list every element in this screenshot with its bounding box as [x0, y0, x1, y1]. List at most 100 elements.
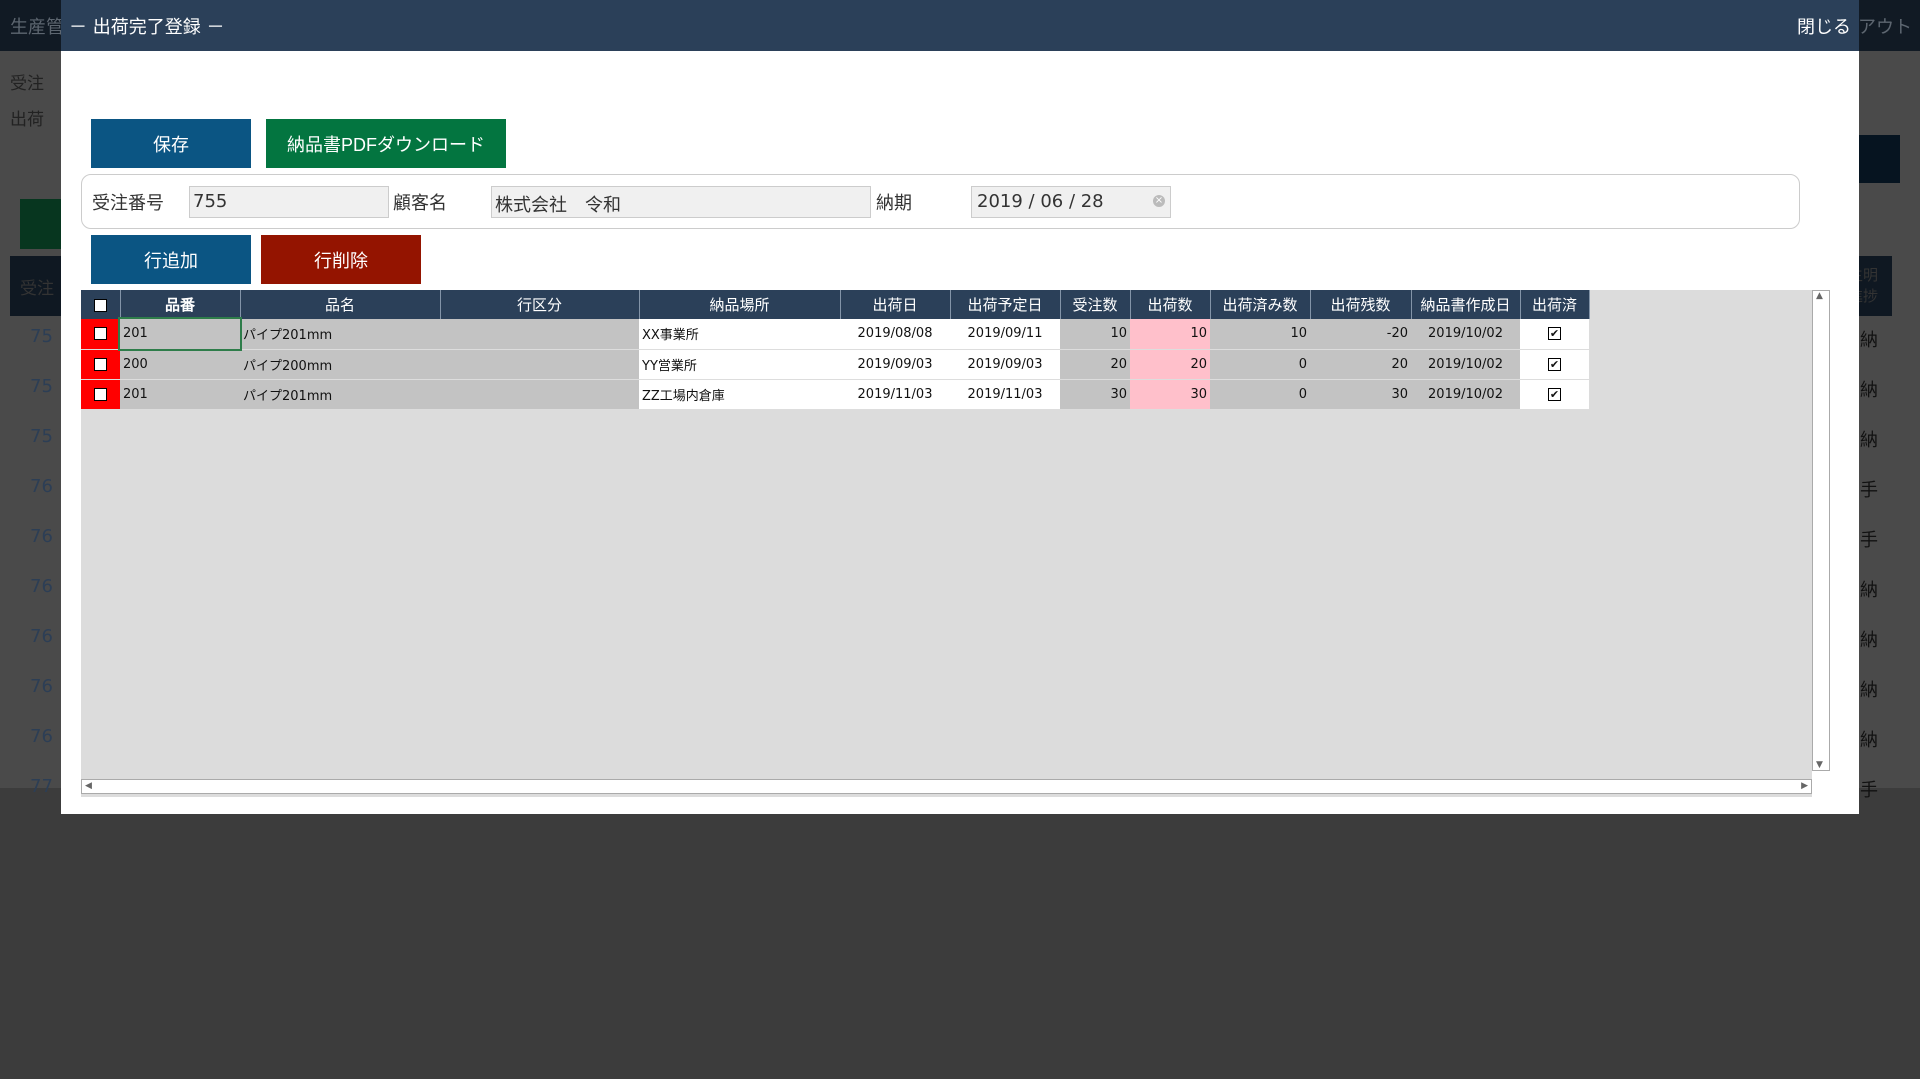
cell-ship-qty[interactable]: 30 — [1130, 379, 1210, 410]
modal-title-bar: － 出荷完了登録 － 閉じる — [61, 0, 1859, 51]
order-no-field[interactable]: 755 — [189, 186, 389, 218]
cell-order-qty[interactable]: 10 — [1060, 319, 1130, 350]
cell-shipped[interactable]: ✔ — [1520, 349, 1589, 380]
order-no-label: 受注番号 — [92, 193, 164, 214]
close-button[interactable]: 閉じる — [1797, 17, 1851, 38]
due-date-label: 納期 — [876, 193, 912, 214]
column-header: 納品場所 — [639, 290, 841, 319]
cell-shipped[interactable]: ✔ — [1520, 379, 1589, 410]
cell-plan-date[interactable]: 2019/09/03 — [950, 349, 1060, 380]
cell-shipped-qty[interactable]: 0 — [1210, 349, 1310, 380]
bg-row-number: 76 — [30, 526, 53, 547]
vertical-scrollbar[interactable]: ▲ ▼ — [1812, 290, 1830, 771]
cell-remain[interactable]: 20 — [1310, 349, 1411, 380]
cell-order-qty[interactable]: 30 — [1060, 379, 1130, 410]
cell-ship-date[interactable]: 2019/11/03 — [840, 379, 950, 410]
column-header: 出荷数 — [1130, 290, 1211, 319]
bg-row-number: 75 — [30, 326, 53, 347]
save-button[interactable]: 保存 — [91, 119, 251, 168]
row-select-cell[interactable] — [81, 319, 120, 350]
scroll-up-icon[interactable]: ▲ — [1816, 291, 1823, 301]
cell-part-no[interactable]: 200 — [120, 349, 240, 380]
cell-place[interactable]: XX事業所 — [639, 319, 840, 350]
cell-ship-qty[interactable]: 20 — [1130, 349, 1210, 380]
cell-name[interactable]: パイプ201mm — [240, 379, 440, 410]
column-header: 品番 — [120, 290, 241, 319]
cell-shipped-qty[interactable]: 0 — [1210, 379, 1310, 410]
cell-remain[interactable]: -20 — [1310, 319, 1411, 350]
select-all-header[interactable] — [81, 290, 121, 319]
add-row-button[interactable]: 行追加 — [91, 235, 251, 284]
due-date-value: 2019 / 06 / 28 — [977, 191, 1104, 212]
logout-link: アウト — [1858, 17, 1912, 38]
scroll-right-icon[interactable]: ▶ — [1801, 781, 1808, 791]
cell-plan-date[interactable]: 2019/09/11 — [950, 319, 1060, 350]
column-header: 出荷日 — [840, 290, 951, 319]
cell-place[interactable]: YY営業所 — [639, 349, 840, 380]
bg-table-header: 受注 — [10, 256, 70, 316]
bg-row-number: 76 — [30, 676, 53, 697]
bg-row-number: 76 — [30, 726, 53, 747]
column-header: 出荷残数 — [1310, 290, 1412, 319]
scroll-down-icon[interactable]: ▼ — [1816, 760, 1823, 770]
modal-title: － 出荷完了登録 － — [69, 17, 225, 38]
cell-kubun[interactable] — [440, 349, 639, 380]
column-header: 品名 — [240, 290, 441, 319]
row-select-cell[interactable] — [81, 379, 120, 410]
cell-kubun[interactable] — [440, 319, 639, 350]
table-row[interactable]: 201 パイプ201mm ZZ工場内倉庫 2019/11/03 2019/11/03 30… — [81, 379, 1589, 410]
delete-row-button[interactable]: 行削除 — [261, 235, 421, 284]
bg-label: 出荷 — [10, 110, 44, 130]
row-select-checkbox[interactable] — [94, 387, 107, 401]
cell-part-no[interactable]: 201 — [118, 317, 242, 351]
customer-label: 顧客名 — [393, 193, 447, 214]
cell-order-qty[interactable]: 20 — [1060, 349, 1130, 380]
cell-place[interactable]: ZZ工場内倉庫 — [639, 379, 840, 410]
shipped-checkbox[interactable]: ✔ — [1548, 387, 1561, 401]
shipped-checkbox[interactable]: ✔ — [1548, 357, 1561, 371]
cell-invoice-date[interactable]: 2019/10/02 — [1411, 319, 1520, 350]
app-title: 生産管 — [10, 17, 64, 38]
cell-invoice-date[interactable]: 2019/10/02 — [1411, 349, 1520, 380]
cell-shipped-qty[interactable]: 10 — [1210, 319, 1310, 350]
order-info-panel: 受注番号 755 顧客名 株式会社 令和 納期 2019 / 06 / 28 × — [81, 174, 1800, 229]
cell-remain[interactable]: 30 — [1310, 379, 1411, 410]
cell-ship-date[interactable]: 2019/09/03 — [840, 349, 950, 380]
row-select-checkbox[interactable] — [94, 357, 107, 371]
cell-name[interactable]: パイプ201mm — [240, 319, 440, 350]
column-header: 出荷済み数 — [1210, 290, 1311, 319]
bg-label: 受注 — [10, 74, 44, 94]
shipment-completion-modal: － 出荷完了登録 － 閉じる 保存 納品書PDFダウンロード 受注番号 755 … — [61, 0, 1859, 814]
cell-part-no[interactable]: 201 — [120, 379, 240, 410]
bg-row-status: 手 — [1860, 530, 1878, 551]
table-row[interactable]: 200 パイプ200mm YY営業所 2019/09/03 2019/09/03 20 20… — [81, 349, 1589, 380]
shipped-checkbox[interactable]: ✔ — [1548, 327, 1561, 341]
bg-row-status: 納 — [1860, 630, 1878, 651]
cell-ship-date[interactable]: 2019/08/08 — [840, 319, 950, 350]
clear-icon[interactable]: × — [1153, 195, 1165, 207]
column-header: 出荷予定日 — [950, 290, 1061, 319]
cell-invoice-date[interactable]: 2019/10/02 — [1411, 379, 1520, 410]
bg-row-number: 75 — [30, 376, 53, 397]
table-row[interactable]: 201 パイプ201mm XX事業所 2019/08/08 2019/09/11 10 10… — [81, 317, 1589, 351]
cell-shipped[interactable]: ✔ — [1520, 319, 1589, 350]
cell-ship-qty[interactable]: 10 — [1130, 319, 1210, 350]
cell-kubun[interactable] — [440, 379, 639, 410]
scroll-left-icon[interactable]: ◀ — [85, 781, 92, 791]
cell-name[interactable]: パイプ200mm — [240, 349, 440, 380]
bg-row-status: 納 — [1860, 680, 1878, 701]
row-select-cell[interactable] — [81, 349, 120, 380]
select-all-checkbox[interactable] — [93, 298, 107, 312]
horizontal-scrollbar[interactable]: ◀ ▶ — [81, 779, 1812, 794]
bg-row-number: 76 — [30, 576, 53, 597]
bg-row-status: 納 — [1860, 380, 1878, 401]
due-date-field[interactable]: 2019 / 06 / 28 × — [971, 186, 1171, 218]
customer-field[interactable]: 株式会社 令和 — [491, 186, 871, 218]
bg-row-number: 77 — [30, 776, 53, 797]
column-header: 出荷済 — [1520, 290, 1590, 319]
pdf-download-button[interactable]: 納品書PDFダウンロード — [266, 119, 506, 168]
column-header: 納品書作成日 — [1411, 290, 1521, 319]
row-select-checkbox[interactable] — [94, 327, 107, 341]
column-header: 行区分 — [440, 290, 640, 319]
cell-plan-date[interactable]: 2019/11/03 — [950, 379, 1060, 410]
